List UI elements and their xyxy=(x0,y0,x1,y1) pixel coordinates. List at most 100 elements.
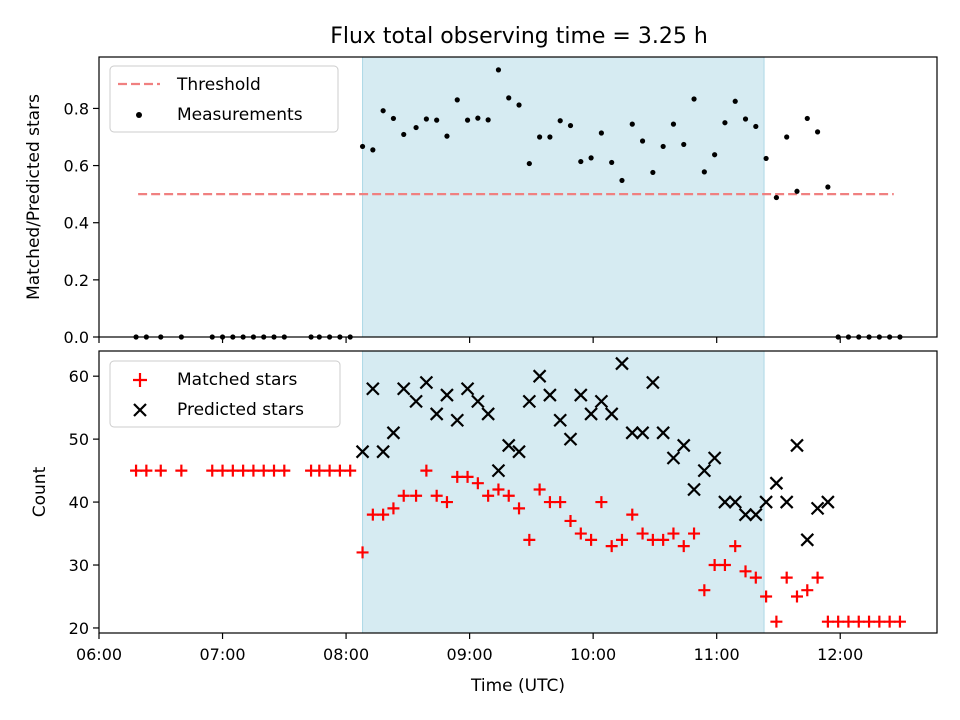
matched-star-point xyxy=(237,464,250,477)
top-ytick-label: 0.8 xyxy=(64,99,89,118)
predicted-star-point xyxy=(553,413,567,428)
measurement-point xyxy=(660,143,666,150)
bottom-x-ticks: 06:00 07:00 08:00 09:00 10:00 11:00 12:00 xyxy=(76,633,863,664)
predicted-star-point xyxy=(697,463,712,478)
matched-star-point xyxy=(883,615,896,628)
measurement-point xyxy=(588,155,594,161)
predicted-star-point xyxy=(821,495,835,509)
matched-star-point xyxy=(226,464,239,477)
measurement-point xyxy=(784,134,790,140)
bottom-y-axis-label: Count xyxy=(30,466,50,517)
top-y-ticks: 0.0 0.2 0.4 0.6 0.8 xyxy=(64,99,99,347)
predicted-star-point xyxy=(355,444,370,459)
measurement-point xyxy=(712,152,718,158)
predicted-star-point xyxy=(604,407,619,421)
matched-star-point xyxy=(615,533,628,546)
measurement-point xyxy=(732,98,738,104)
measurement-point xyxy=(629,121,635,127)
measurement-point xyxy=(742,116,749,122)
measurement-point xyxy=(423,116,429,122)
legend-measurements-label: Measurements xyxy=(177,105,303,125)
matched-star-points xyxy=(130,464,906,628)
predicted-star-point xyxy=(543,388,557,402)
predicted-star-point xyxy=(366,381,380,396)
top-axes-frame xyxy=(98,56,938,338)
matched-star-point xyxy=(533,483,546,496)
predicted-star-point xyxy=(769,476,784,490)
predicted-star-point xyxy=(501,438,516,453)
measurement-point xyxy=(537,134,543,140)
measurement-point xyxy=(413,124,419,131)
measurement-point xyxy=(390,115,397,122)
matched-star-point xyxy=(832,615,845,628)
matched-star-point xyxy=(564,514,577,527)
legend-predicted-swatch xyxy=(133,403,147,417)
measurement-point xyxy=(526,160,532,167)
matched-star-point xyxy=(821,615,834,628)
measurement-point xyxy=(444,133,450,139)
predicted-star-point xyxy=(676,438,691,453)
matched-star-point xyxy=(739,565,752,578)
matched-star-point xyxy=(698,584,711,597)
predicted-star-point xyxy=(728,495,742,509)
x-axis-label: Time (UTC) xyxy=(470,676,565,696)
predicted-star-point xyxy=(471,394,485,409)
matched-star-point xyxy=(247,464,260,477)
matched-star-point xyxy=(430,489,443,502)
measurement-point xyxy=(370,147,376,153)
matched-star-point xyxy=(130,464,143,477)
legend-matched-swatch xyxy=(133,373,147,387)
bottom-panel: 20 30 40 50 60 06:00 07:00 08:00 09:00 10:00 11:0… xyxy=(30,350,938,696)
top-ytick-label: 0.0 xyxy=(64,328,89,347)
measurement-point xyxy=(485,117,491,123)
measurement-point xyxy=(650,169,656,176)
top-observing-span xyxy=(362,56,765,338)
predicted-star-point xyxy=(512,444,526,459)
measurement-point xyxy=(639,138,646,144)
top-x-ticks xyxy=(98,337,841,343)
predicted-star-point xyxy=(718,495,732,509)
matched-star-point xyxy=(523,533,536,546)
matched-star-point xyxy=(313,464,326,477)
measurement-point xyxy=(825,184,831,190)
matched-star-point xyxy=(344,464,357,477)
predicted-star-point xyxy=(759,495,773,509)
predicted-star-point xyxy=(409,394,423,409)
legend-matched-label: Matched stars xyxy=(177,370,297,390)
predicted-star-point xyxy=(584,407,598,421)
measurement-point xyxy=(609,159,615,166)
matched-star-point xyxy=(770,615,783,628)
top-ytick-label: 0.4 xyxy=(64,214,89,233)
measurement-point xyxy=(495,67,502,73)
predicted-star-point xyxy=(491,463,506,478)
matched-star-point xyxy=(420,464,433,477)
measurement-point xyxy=(691,96,697,102)
measurement-point xyxy=(753,123,759,130)
matched-star-point xyxy=(811,571,824,584)
bottom-legend: Matched stars Predicted stars xyxy=(109,360,341,428)
matched-star-point xyxy=(585,533,598,546)
matched-star-point xyxy=(410,489,423,502)
xtick-label: 07:00 xyxy=(199,645,245,664)
matched-star-point xyxy=(206,464,219,477)
bottom-axes-frame xyxy=(98,350,938,634)
measurement-point xyxy=(804,115,810,122)
matched-star-point xyxy=(543,496,556,509)
predicted-star-point xyxy=(790,438,804,453)
top-legend-box xyxy=(109,65,339,133)
predicted-star-points xyxy=(355,356,835,547)
measurement-point xyxy=(681,141,687,148)
matched-star-point xyxy=(387,502,400,515)
bottom-ytick-label: 50 xyxy=(69,430,89,449)
matched-star-point xyxy=(893,615,906,628)
bottom-ytick-label: 60 xyxy=(69,367,89,386)
predicted-star-point xyxy=(625,426,640,440)
predicted-star-point xyxy=(635,426,650,440)
matched-star-point xyxy=(863,615,876,628)
matched-star-point xyxy=(626,508,639,521)
matched-star-point xyxy=(554,496,567,509)
legend-measurements-swatch xyxy=(136,112,142,118)
predicted-star-point xyxy=(574,388,588,402)
predicted-star-point xyxy=(810,501,825,516)
bottom-ytick-label: 30 xyxy=(69,556,89,575)
